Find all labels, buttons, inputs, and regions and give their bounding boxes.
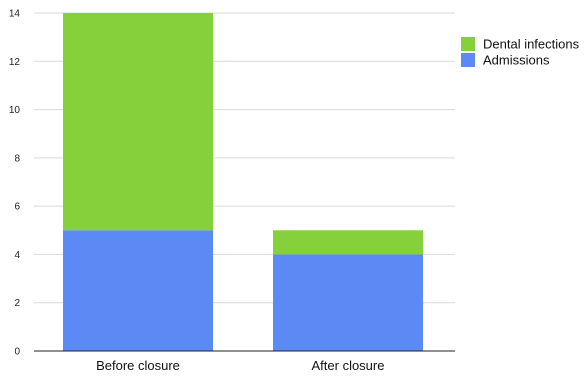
x-axis-category-labels: Before closure After closure	[96, 358, 384, 373]
y-tick-label: 6	[14, 202, 20, 213]
bars	[63, 13, 423, 351]
legend-swatch	[461, 37, 475, 51]
x-category-label: Before closure	[96, 358, 180, 373]
legend-label: Admissions	[483, 53, 550, 68]
legend-label: Dental infections	[483, 37, 580, 52]
y-tick-label: 10	[9, 105, 21, 116]
x-category-label: After closure	[312, 358, 385, 373]
y-tick-label: 14	[9, 9, 21, 20]
bar-admissions	[63, 230, 213, 351]
y-tick-label: 12	[9, 57, 21, 68]
bar-dental-infections	[273, 230, 423, 255]
y-tick-label: 8	[14, 153, 20, 164]
y-tick-label: 4	[14, 250, 20, 261]
bar-admissions	[273, 254, 423, 351]
bar-dental-infections	[63, 13, 213, 231]
legend-swatch	[461, 53, 475, 67]
y-tick-label: 2	[14, 298, 20, 309]
y-tick-label: 0	[14, 347, 20, 358]
y-axis-tick-labels: 0 2 4 6 8 10 12 14	[9, 9, 21, 358]
